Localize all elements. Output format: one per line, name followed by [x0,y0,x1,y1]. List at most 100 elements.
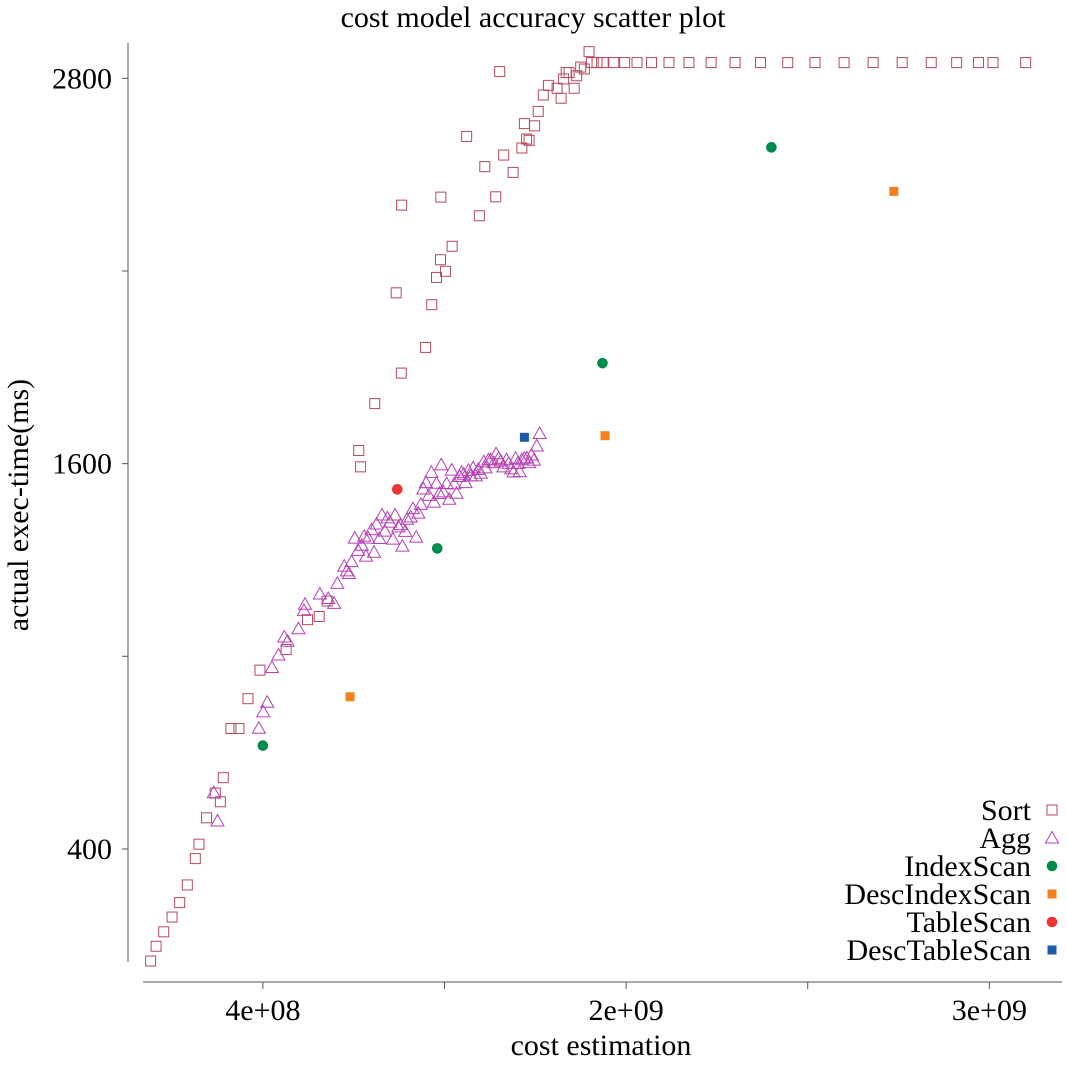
data-point [476,454,492,468]
data-point [597,57,609,69]
data-point [518,118,530,130]
data-point [473,210,485,222]
data-point [369,516,384,530]
data-point [312,586,328,600]
data-point [387,507,403,521]
data-point [394,538,410,552]
data-point [493,453,509,467]
data-point [341,565,357,579]
data-point [405,501,421,515]
data-point [490,191,502,203]
data-point [291,621,306,635]
data-point [193,838,205,850]
data-point [461,130,473,142]
data-point [478,460,493,474]
data-point [431,543,443,554]
data-point [600,431,610,441]
data-point [563,67,575,79]
data-point [568,82,580,94]
data-point [174,897,186,909]
data-point [537,89,549,101]
data-point [410,505,426,519]
data-point [271,647,286,661]
data-point [302,614,314,626]
data-point [507,166,519,178]
data-point [809,57,821,69]
legend-marker [1044,830,1060,844]
series-indexscan [257,142,777,751]
data-point [782,57,794,69]
data-point [461,462,476,476]
y-tick-label: 2800 [52,62,112,95]
data-point [166,911,178,923]
data-point [429,475,444,489]
data-point [532,425,548,439]
data-point [889,186,899,196]
data-point [214,796,226,808]
data-point [355,461,367,473]
y-tick-label: 1600 [52,448,112,481]
data-point [413,496,429,510]
data-point [391,519,406,533]
data-point [440,265,452,277]
data-point [435,191,447,203]
data-point [524,447,540,461]
data-point [925,57,937,69]
series-agg [206,425,548,827]
legend-entry-descindexscan: DescIndexScan [844,878,1057,911]
data-point [494,66,506,78]
data-point [259,694,275,708]
data-point [360,530,376,544]
data-point [254,664,266,676]
data-point [372,530,387,544]
data-point [972,57,984,69]
data-point [705,57,717,69]
data-point [449,485,464,499]
legend-marker [1046,860,1058,872]
legend-label: DescTableScan [847,934,1031,967]
chart-title: cost model accuracy scatter plot [341,1,726,34]
data-point [251,720,267,734]
data-point [575,61,587,73]
data-point [446,240,458,252]
x-tick-label: 4e+08 [225,994,300,1027]
data-point [201,812,213,824]
data-point [526,452,542,466]
data-point [366,544,382,558]
data-point [416,481,431,495]
data-point [257,740,269,751]
data-point [512,464,528,478]
data-point [583,46,595,58]
data-point [529,120,541,132]
data-point [313,610,325,622]
data-point [356,528,372,542]
data-point [297,596,313,610]
data-point [523,134,535,146]
data-point [181,879,193,891]
y-axis-label: actual exec-time(ms) [2,379,35,631]
data-point [619,57,631,69]
data-point [424,464,439,478]
data-point [225,723,237,735]
data-point [591,57,603,69]
data-point [396,199,408,211]
data-point [339,563,355,577]
data-point [766,142,777,153]
legend: SortAggIndexScanDescIndexScanTableScanDe… [844,794,1060,967]
data-point [421,487,437,501]
y-tick-label: 400 [67,833,112,866]
legend-entry-sort: Sort [981,794,1058,827]
data-point [382,514,398,528]
data-point [514,452,530,466]
data-point [150,940,162,952]
data-point [578,63,590,75]
data-point [345,692,355,702]
data-point [434,254,446,266]
data-point [280,633,295,647]
data-point [479,161,491,173]
axes: 4e+08 2e+09 3e+09 400 1600 2800 [52,43,1062,1027]
data-point [255,704,271,718]
data-point [347,530,363,544]
data-point [436,484,451,498]
